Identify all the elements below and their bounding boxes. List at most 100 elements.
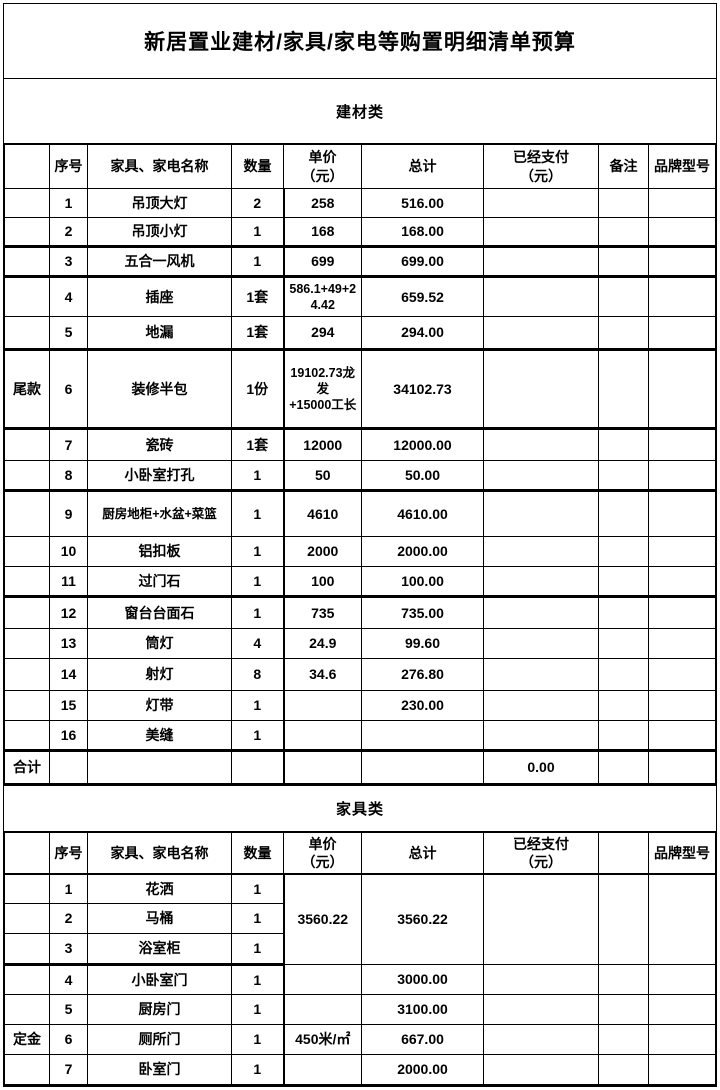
col-header-note: 备注: [598, 144, 649, 189]
cell-qty: 1: [231, 720, 284, 752]
cell-brand: [648, 750, 716, 786]
cell-brand: [648, 596, 716, 629]
cell-item-name: 花洒: [87, 873, 232, 904]
cell-paid: [483, 566, 599, 598]
cell-unit-price: 735: [282, 596, 362, 629]
cell-group-label: [4, 536, 50, 567]
cell-group-label: [4, 316, 50, 351]
table-row: 16 美缝 1: [4, 720, 716, 752]
cell-item-name: 铝扣板: [87, 536, 232, 567]
materials-table-body: 1 吊顶大灯 2 258 516.00 2 吊顶小灯 1 168 168.00 3 五合一风机 1 699…: [4, 188, 716, 786]
cell-group-label: 定金: [4, 1024, 50, 1055]
cell-paid: [483, 490, 599, 537]
col-header-seq: 序号: [49, 144, 88, 189]
cell-item-name: 卧室门: [87, 1054, 232, 1087]
cell-total: 99.60: [361, 628, 484, 659]
cell-paid: [483, 994, 599, 1025]
cell-paid: [483, 460, 599, 492]
cell-note: [598, 1054, 649, 1087]
cell-group-label: [4, 933, 50, 966]
cell-note: [598, 536, 649, 567]
col-header-note: [598, 832, 649, 875]
cell-qty: 1: [231, 873, 284, 904]
cell-item-name: 装修半包: [87, 349, 232, 430]
cell-total: 3560.22: [361, 873, 484, 965]
cell-seq: 7: [49, 428, 88, 461]
cell-seq: 7: [49, 1054, 88, 1087]
cell-qty: 1: [231, 246, 284, 278]
cell-group-label: [4, 690, 50, 721]
cell-note: [598, 316, 649, 351]
cell-item-name: 厕所门: [87, 1024, 232, 1055]
cell-group-label: [4, 276, 50, 317]
cell-qty: 1: [231, 933, 284, 966]
cell-qty: 1: [231, 490, 284, 537]
col-header-qty: 数量: [231, 832, 284, 875]
cell-unit-price: [282, 720, 362, 752]
cell-brand: [648, 349, 716, 430]
cell-group-label: [4, 873, 50, 904]
cell-brand: [648, 490, 716, 537]
table-row: 1 吊顶大灯 2 258 516.00: [4, 188, 716, 218]
col-header-group: [4, 144, 50, 189]
cell-total: [361, 750, 484, 786]
cell-qty: 1套: [231, 428, 284, 461]
cell-item-name: 插座: [87, 276, 232, 317]
cell-qty: 1: [231, 536, 284, 567]
cell-unit-price: 50: [282, 460, 362, 492]
materials-header-row: 序号 家具、家电名称 数量 单价 （元） 总计 已经支付 （元） 备注 品牌型号: [4, 144, 716, 189]
cell-item-name: 厨房地柜+水盆+菜篮: [87, 490, 232, 537]
cell-qty: 1: [231, 1054, 284, 1087]
cell-item-name: 瓷砖: [87, 428, 232, 461]
table-row: 3 五合一风机 1 699 699.00: [4, 246, 716, 278]
cell-group-label: [4, 903, 50, 934]
cell-total: 12000.00: [361, 428, 484, 461]
total-row: 合计 0.00: [4, 750, 716, 786]
col-header-name: 家具、家电名称: [87, 144, 232, 189]
cell-group-label: [4, 1054, 50, 1087]
table-row: 8 小卧室打孔 1 50 50.00: [4, 460, 716, 492]
cell-brand: [648, 1054, 716, 1087]
cell-total: 735.00: [361, 596, 484, 629]
cell-brand: [648, 188, 716, 218]
cell-unit-price: 450米/㎡: [282, 1024, 362, 1055]
col-header-unit-price: 单价 （元）: [283, 832, 362, 875]
cell-item-name: 浴室柜: [87, 933, 232, 966]
cell-group-label: [4, 720, 50, 752]
cell-note: [598, 349, 649, 430]
cell-note: [598, 188, 649, 218]
cell-unit-price: 258: [282, 188, 362, 218]
cell-total: 230.00: [361, 690, 484, 721]
furniture-table-body: 1 花洒 1 3560.22 3560.22 2 马桶 1 3 浴室柜 1 4 小卧室门 1 3000.00…: [4, 873, 716, 1087]
cell-unit-price: 19102.73龙发 +15000工长: [282, 349, 362, 430]
cell-seq: 1: [49, 873, 88, 904]
cell-brand: [648, 217, 716, 248]
cell-total: 3100.00: [361, 994, 484, 1025]
cell-paid: [483, 536, 599, 567]
cell-item-name: 吊顶小灯: [87, 217, 232, 248]
cell-brand: [648, 246, 716, 278]
cell-note: [598, 690, 649, 721]
cell-group-label: [4, 428, 50, 461]
cell-unit-price: [282, 994, 362, 1025]
cell-brand: [648, 628, 716, 659]
col-header-group: [4, 832, 50, 875]
cell-paid: [483, 628, 599, 659]
cell-qty: [231, 750, 284, 786]
cell-group-label: 尾款: [4, 349, 50, 430]
table-row: 9 厨房地柜+水盆+菜篮 1 4610 4610.00: [4, 490, 716, 537]
table-row: 1 花洒 1 3560.22 3560.22: [4, 873, 716, 965]
cell-qty: 8: [231, 658, 284, 691]
cell-seq: 5: [49, 316, 88, 351]
cell-seq: 2: [49, 217, 88, 248]
cell-paid: [483, 217, 599, 248]
cell-unit-price: 586.1+49+24.42: [282, 276, 362, 317]
cell-group-label: [4, 460, 50, 492]
cell-total: 4610.00: [361, 490, 484, 537]
cell-unit-price: 100: [282, 566, 362, 598]
col-header-name: 家具、家电名称: [87, 832, 232, 875]
col-header-qty: 数量: [231, 144, 284, 189]
cell-item-name: 小卧室打孔: [87, 460, 232, 492]
cell-total: 2000.00: [361, 536, 484, 567]
